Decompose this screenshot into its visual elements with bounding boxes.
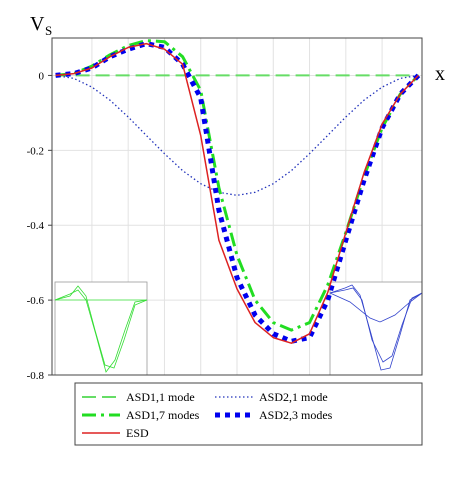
- y-tick-label: -0.4: [27, 220, 45, 232]
- series-line: [55, 42, 419, 344]
- legend-label: ASD1,7 modes: [126, 408, 200, 422]
- y-axis-label: V: [30, 13, 45, 35]
- legend-label: ASD2,1 mode: [259, 390, 328, 404]
- inset-curve: [54, 289, 148, 373]
- legend-label: ASD2,3 modes: [259, 408, 333, 422]
- inset-curve: [329, 287, 423, 363]
- y-tick-label: -0.6: [27, 295, 45, 307]
- inset-curve: [329, 292, 423, 323]
- y-axis-label-subscript: S: [45, 23, 52, 38]
- y-tick-label: -0.8: [27, 370, 45, 382]
- x-axis-label: x: [435, 63, 445, 85]
- inset-curve: [54, 285, 148, 369]
- lines: [55, 39, 421, 344]
- series-line: [55, 74, 419, 196]
- plot-frame: [51, 37, 423, 376]
- insets: [54, 281, 423, 376]
- inset-left: [54, 281, 148, 376]
- y-tick-label: -0.2: [27, 145, 44, 157]
- y-tick-label: 0: [39, 70, 45, 82]
- legend-label: ESD: [126, 426, 149, 440]
- inset-right: [329, 281, 423, 376]
- series-line: [55, 41, 421, 344]
- legend: ASD1,1 mode ASD2,1 mode ASD1,7 modes ASD2,3…: [82, 390, 333, 440]
- legend-label: ASD1,1 mode: [126, 390, 195, 404]
